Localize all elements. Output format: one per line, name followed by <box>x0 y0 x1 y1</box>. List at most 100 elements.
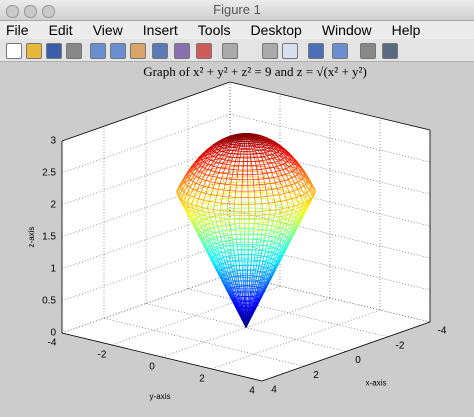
mesh-line <box>221 148 225 152</box>
mesh-line <box>310 196 313 202</box>
toolbar-button[interactable] <box>174 43 190 59</box>
mesh-line <box>192 176 197 182</box>
mesh-line <box>255 153 257 158</box>
toolbar-button[interactable] <box>110 43 126 59</box>
mesh-line <box>222 230 225 236</box>
close-button[interactable] <box>6 5 19 18</box>
menu-item[interactable]: File <box>6 22 29 38</box>
mesh-line <box>244 323 247 328</box>
menu-item[interactable]: Insert <box>142 22 178 38</box>
y-tick-label: 4 <box>249 386 255 397</box>
mesh-line <box>225 282 229 287</box>
mesh-line <box>242 319 245 324</box>
mesh-line <box>225 193 227 199</box>
menu-item[interactable]: Tools <box>197 22 231 38</box>
mesh-line <box>247 312 250 318</box>
mesh-line <box>232 291 235 296</box>
mesh-line <box>276 149 280 154</box>
mesh-line <box>194 162 199 168</box>
toolbar-button[interactable] <box>6 43 22 59</box>
mesh-line <box>204 181 207 187</box>
mesh-line <box>291 198 295 207</box>
mesh-line <box>219 248 222 253</box>
mesh-line <box>226 150 229 155</box>
mesh-line <box>237 310 241 316</box>
toolbar-button[interactable] <box>152 43 168 59</box>
mesh-line <box>272 268 275 273</box>
toolbar-button[interactable] <box>382 43 398 59</box>
mesh-line <box>197 205 201 211</box>
toolbar-button[interactable] <box>308 43 324 59</box>
mesh-line <box>210 228 213 234</box>
mesh-line <box>231 174 233 180</box>
mesh-line <box>257 291 260 296</box>
mesh-line <box>201 214 205 220</box>
mesh-line <box>243 135 247 137</box>
mesh-line <box>266 222 268 227</box>
mesh-line <box>200 224 203 230</box>
toolbar-button[interactable] <box>46 43 62 59</box>
mesh-line <box>266 145 270 149</box>
mesh-line <box>251 308 255 314</box>
toolbar-button[interactable] <box>222 43 238 59</box>
mesh-line <box>232 208 235 214</box>
menu-item[interactable]: Window <box>321 22 372 38</box>
mesh-line <box>225 149 229 153</box>
mesh-line <box>212 259 216 265</box>
mesh-line <box>214 232 217 237</box>
mesh-line <box>235 142 239 146</box>
toolbar-button[interactable] <box>130 43 146 59</box>
mesh-line <box>298 190 302 196</box>
mesh-line <box>207 229 210 235</box>
mesh-line <box>251 275 253 281</box>
mesh-line <box>284 245 288 251</box>
mesh-line <box>275 144 279 148</box>
mesh-line <box>261 198 263 204</box>
mesh-line <box>207 207 210 213</box>
mesh-line <box>223 141 227 145</box>
mesh-line <box>271 258 274 265</box>
mesh-line <box>223 137 227 140</box>
mesh-line <box>193 169 198 176</box>
z-tick-label: 1.5 <box>42 232 56 243</box>
toolbar-button[interactable] <box>196 43 212 59</box>
mesh-line <box>296 222 300 228</box>
minimize-button[interactable] <box>24 5 37 18</box>
mesh-line <box>259 213 261 219</box>
menu-item[interactable]: Help <box>391 22 421 38</box>
mesh-line <box>280 217 283 223</box>
mesh-line <box>228 214 230 220</box>
mesh-line <box>266 251 269 257</box>
mesh-line <box>202 238 205 244</box>
menu-item[interactable]: View <box>92 22 123 38</box>
menu-item[interactable]: Desktop <box>250 22 302 38</box>
zoom-button[interactable] <box>42 5 55 18</box>
mesh-line <box>268 276 272 282</box>
mesh-line <box>236 140 239 143</box>
mesh-line <box>263 284 266 290</box>
mesh-line <box>261 136 264 139</box>
mesh-line <box>263 164 266 169</box>
toolbar-button[interactable] <box>282 43 298 59</box>
mesh-line <box>261 192 263 199</box>
mesh-line <box>223 183 226 189</box>
mesh-line <box>220 259 223 264</box>
mesh-line <box>260 282 263 289</box>
toolbar-button[interactable] <box>26 43 42 59</box>
toolbar-button[interactable] <box>90 43 106 59</box>
mesh-line <box>272 154 276 158</box>
mesh-line <box>238 296 241 303</box>
mesh-line <box>283 218 287 224</box>
mesh-line <box>279 206 282 212</box>
toolbar-button[interactable] <box>332 43 348 59</box>
mesh-line <box>231 287 234 293</box>
mesh-line <box>256 255 259 261</box>
menu-item[interactable]: Edit <box>48 22 73 38</box>
mesh-line <box>210 242 214 247</box>
mesh-line <box>261 290 265 296</box>
toolbar-button[interactable] <box>66 43 82 59</box>
toolbar-button[interactable] <box>262 43 278 59</box>
mesh-line <box>215 173 217 179</box>
mesh-line <box>219 159 222 164</box>
toolbar-button[interactable] <box>360 43 376 59</box>
